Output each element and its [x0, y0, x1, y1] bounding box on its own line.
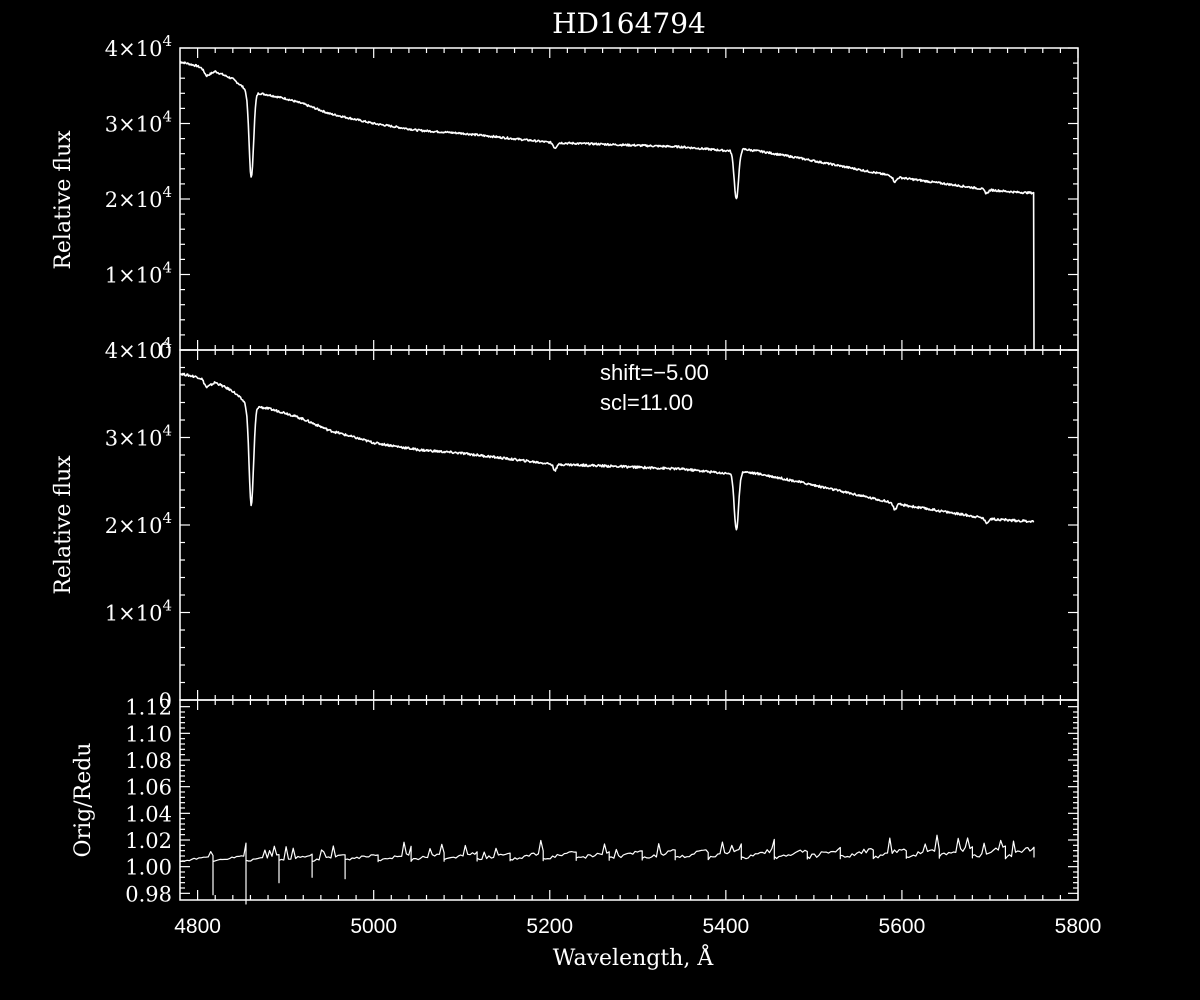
middle-y-tick-label: 1×104: [105, 597, 172, 626]
middle-y-tick-label: 2×104: [105, 509, 172, 538]
bottom-y-tick-label: 1.04: [125, 802, 172, 826]
scale-annotation: scl=11.00: [600, 390, 693, 415]
top-y-tick-label: 0: [159, 339, 172, 363]
top-panel-y-axis-label: Relative flux: [51, 130, 76, 270]
x-tick-label: 5800: [1055, 915, 1102, 938]
x-tick-label: 4800: [174, 915, 221, 938]
shift-annotation: shift=−5.00: [600, 360, 709, 385]
bottom-panel-ticks: [180, 700, 1079, 900]
middle-y-tick-label: 3×104: [105, 422, 172, 451]
top-y-tick-label: 2×104: [105, 183, 172, 212]
middle-panel-y-tick-labels: 0 1×104 2×104 3×104 4×104: [105, 334, 172, 713]
bottom-panel-y-tick-labels: 0.981.00 1.02 1.041.06 1.08 1.101.12: [125, 696, 172, 907]
middle-panel-y-axis-label: Relative flux: [51, 455, 76, 595]
ratio-line: [179, 834, 1035, 905]
x-tick-label: 5000: [350, 915, 397, 938]
x-axis-label: Wavelength, Å: [553, 943, 715, 971]
x-tick-label: 5200: [526, 915, 573, 938]
middle-y-tick-label: 4×104: [105, 334, 172, 363]
bottom-y-tick-label: 1.06: [125, 776, 172, 800]
middle-spectrum-line: [179, 372, 1035, 531]
top-y-tick-label: 1×104: [105, 259, 172, 288]
top-panel-y-tick-labels: 0 1×104 2×104 3×104 4×104: [105, 32, 172, 363]
bottom-panel-frame: [179, 699, 1079, 901]
middle-y-tick-label: 0: [159, 689, 172, 713]
bottom-y-tick-label: 1.02: [125, 829, 172, 853]
bottom-y-tick-label: 0.98: [125, 882, 172, 906]
bottom-y-tick-label: 1.08: [125, 749, 172, 773]
top-panel-ticks: [180, 47, 1079, 351]
bottom-y-tick-label: 1.10: [125, 722, 172, 746]
x-tick-label: 5600: [879, 915, 926, 938]
figure-title: HD164794: [552, 7, 706, 40]
x-tick-label: 5400: [702, 915, 749, 938]
top-y-tick-label: 3×104: [105, 108, 172, 137]
bottom-panel-y-axis-label: Orig/Redu: [71, 743, 96, 858]
top-y-tick-label: 4×104: [105, 32, 172, 61]
bottom-y-tick-label: 1.00: [125, 856, 172, 880]
middle-panel-ticks: [180, 349, 1079, 701]
top-spectrum-line: [179, 60, 1035, 351]
x-tick-labels: 4800 5000 5200 5400 5600 5800: [174, 915, 1101, 938]
bottom-y-tick-label: 1.12: [125, 696, 172, 720]
